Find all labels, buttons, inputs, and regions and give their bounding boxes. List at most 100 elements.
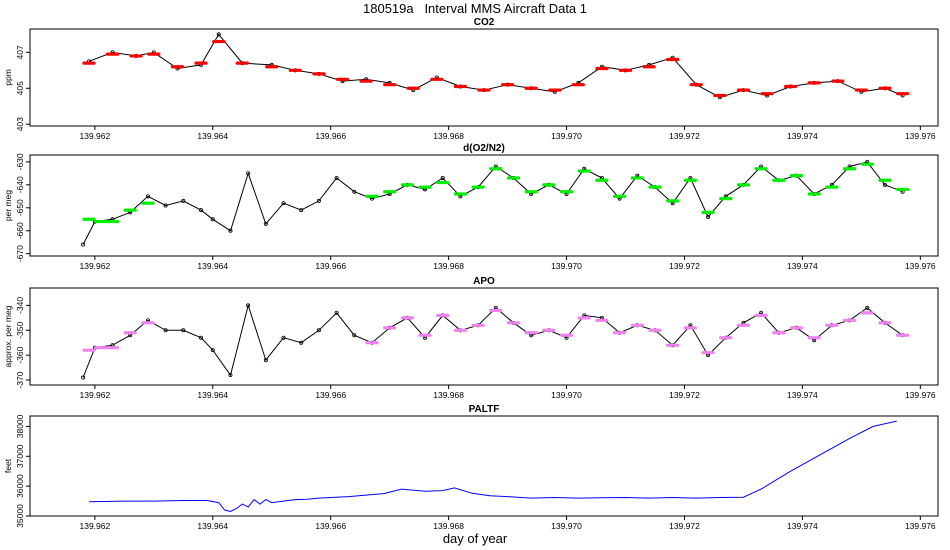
panel-apo-x-tick-label: 139.962 xyxy=(79,390,110,400)
panel-d-o2-n2-series-0-point xyxy=(228,228,233,233)
panel-d-o2-n2-x-tick-label: 139.966 xyxy=(315,261,346,271)
panel-d-o2-n2-series-0-point xyxy=(145,194,150,199)
panel-co2-x-tick-label: 139.966 xyxy=(315,131,346,141)
panel-d-o2-n2-ylabel: per meg xyxy=(3,190,13,221)
panel-co2-x-tick-label: 139.968 xyxy=(433,131,464,141)
panel-paltf-y-tick-label: 35000 xyxy=(15,504,25,528)
panel-paltf: PALTF feet 139.962 139.964 139.966 139.968 139… xyxy=(3,404,939,531)
panel-apo-series-0-point xyxy=(334,310,339,315)
panel-d-o2-n2-x-tick-label: 139.974 xyxy=(787,261,818,271)
panel-paltf-x-tick-label: 139.972 xyxy=(669,521,700,531)
panel-apo-series-0-point xyxy=(81,375,86,380)
panel-apo-y-tick-label: -350 xyxy=(15,322,25,339)
panel-d-o2-n2-series-0-point xyxy=(181,198,186,203)
panel-co2-x-tick-label: 139.976 xyxy=(905,131,936,141)
panel-d-o2-n2-series-0-point xyxy=(198,208,203,213)
panel-apo-series-0-point xyxy=(246,303,251,308)
panel-co2-frame xyxy=(29,28,939,127)
panel-apo-x-tick-label: 139.972 xyxy=(669,390,700,400)
panel-d-o2-n2-series-0-point xyxy=(163,203,168,208)
panel-d-o2-n2-x-tick-label: 139.964 xyxy=(197,261,228,271)
panel-co2-x-tick-label: 139.962 xyxy=(79,131,110,141)
panel-d-o2-n2-series-0-point xyxy=(246,171,251,176)
panel-d-o2-n2-series-0-point xyxy=(882,182,887,187)
panel-apo-title: APO xyxy=(473,276,495,287)
panel-d-o2-n2-y-tick-label: -640 xyxy=(15,176,25,193)
panel-d-o2-n2-frame xyxy=(29,154,939,257)
panel-paltf-x-tick-label: 139.970 xyxy=(551,521,582,531)
panel-co2-title: CO2 xyxy=(474,17,495,28)
panel-d-o2-n2-x-tick-label: 139.972 xyxy=(669,261,700,271)
panel-apo-series-0-point xyxy=(163,328,168,333)
panel-d-o2-n2-x-tick-label: 139.968 xyxy=(433,261,464,271)
panel-co2-ylabel: ppm xyxy=(3,69,13,86)
panel-d-o2-n2-title: d(O2/N2) xyxy=(463,143,505,154)
panel-apo-series-0-point xyxy=(228,373,233,378)
panel-paltf-y-tick-label: 38000 xyxy=(15,414,25,438)
panel-paltf-x-tick-label: 139.976 xyxy=(905,521,936,531)
panel-apo-x-tick-label: 139.964 xyxy=(197,390,228,400)
panel-apo-series-0-point xyxy=(865,305,870,310)
panel-paltf-frame xyxy=(29,415,939,517)
panel-co2-y-tick-label: 405 xyxy=(15,81,25,95)
panel-apo-y-tick-label: -360 xyxy=(15,346,25,363)
panel-apo-x-tick-label: 139.970 xyxy=(551,390,582,400)
panel-paltf-x-tick-label: 139.974 xyxy=(787,521,818,531)
panel-d-o2-n2-series-0-point xyxy=(706,214,711,219)
panel-apo-x-tick-label: 139.966 xyxy=(315,390,346,400)
panel-apo-y-tick-label: -370 xyxy=(15,371,25,388)
panel-d-o2-n2-series-0-point xyxy=(440,175,445,180)
panel-d-o2-n2-x-tick-label: 139.970 xyxy=(551,261,582,271)
panel-d-o2-n2-y-tick-label: -650 xyxy=(15,199,25,216)
panel-paltf-x-tick-label: 139.964 xyxy=(197,521,228,531)
panel-d-o2-n2-x-tick-label: 139.962 xyxy=(79,261,110,271)
panel-apo-series-0-point xyxy=(281,335,286,340)
panel-apo-series-0-point xyxy=(263,358,268,363)
x-axis-label: day of year xyxy=(442,531,508,546)
panel-apo-series-0-point xyxy=(299,340,304,345)
panel-apo-frame xyxy=(29,287,939,386)
panel-co2-x-tick-label: 139.974 xyxy=(787,131,818,141)
panel-paltf-x-tick-label: 139.966 xyxy=(315,521,346,531)
panel-paltf-x-tick-label: 139.962 xyxy=(79,521,110,531)
panel-apo-x-tick-label: 139.968 xyxy=(433,390,464,400)
panel-d-o2-n2-series-0-point xyxy=(316,198,321,203)
panel-co2-series-0-line xyxy=(88,33,903,98)
panel-paltf-x-tick-label: 139.968 xyxy=(433,521,464,531)
panel-paltf-ylabel: feet xyxy=(3,458,13,473)
panel-paltf-title: PALTF xyxy=(469,404,500,415)
panel-d-o2-n2-series-0-line xyxy=(82,161,903,245)
panel-apo-y-tick-label: -340 xyxy=(15,297,25,314)
panel-d-o2-n2-series-0-point xyxy=(263,221,268,226)
panel-co2-x-tick-label: 139.964 xyxy=(197,131,228,141)
panel-d-o2-n2-y-tick-label: -670 xyxy=(15,245,25,262)
panel-d-o2-n2-series-0-point xyxy=(281,201,286,206)
panel-d-o2-n2: d(O2/N2) per meg 139.962 139.964 139.966 139.… xyxy=(3,143,939,271)
panel-co2-x-tick-label: 139.972 xyxy=(669,131,700,141)
panel-d-o2-n2-series-0-point xyxy=(334,175,339,180)
panel-d-o2-n2-series-0-point xyxy=(299,208,304,213)
panel-co2-x-tick-label: 139.970 xyxy=(551,131,582,141)
panel-d-o2-n2-y-tick-label: -630 xyxy=(15,153,25,170)
panel-apo-ylabel: approx. per meg xyxy=(3,305,13,367)
panel-paltf-y-tick-label: 36000 xyxy=(15,474,25,498)
panel-apo-series-0-point xyxy=(181,328,186,333)
panel-apo-series-0-point xyxy=(210,348,215,353)
panel-paltf-series-0-line xyxy=(88,420,897,513)
panel-d-o2-n2-series-0-point xyxy=(210,217,215,222)
panel-co2-y-tick-label: 403 xyxy=(15,117,25,131)
panel-apo-x-tick-label: 139.976 xyxy=(905,390,936,400)
panel-co2-series-0-point xyxy=(216,32,221,37)
panel-d-o2-n2-y-tick-label: -660 xyxy=(15,222,25,239)
panel-apo: APO approx. per meg 139.962 139.964 139.966 1… xyxy=(3,276,939,400)
panel-d-o2-n2-series-0-point xyxy=(81,242,86,247)
panel-apo-series-0-line xyxy=(82,303,903,378)
panel-d-o2-n2-series-0-point xyxy=(352,189,357,194)
panel-d-o2-n2-x-tick-label: 139.976 xyxy=(905,261,936,271)
figure-title: 180519a Interval MMS Aircraft Data 1 xyxy=(363,1,587,16)
panel-co2: CO2 ppm 139.962 139.964 139.966 139.968 139.97… xyxy=(3,17,939,141)
panel-apo-series-0-point xyxy=(198,335,203,340)
panel-co2-y-tick-label: 407 xyxy=(15,45,25,59)
panel-apo-series-0-point xyxy=(352,333,357,338)
